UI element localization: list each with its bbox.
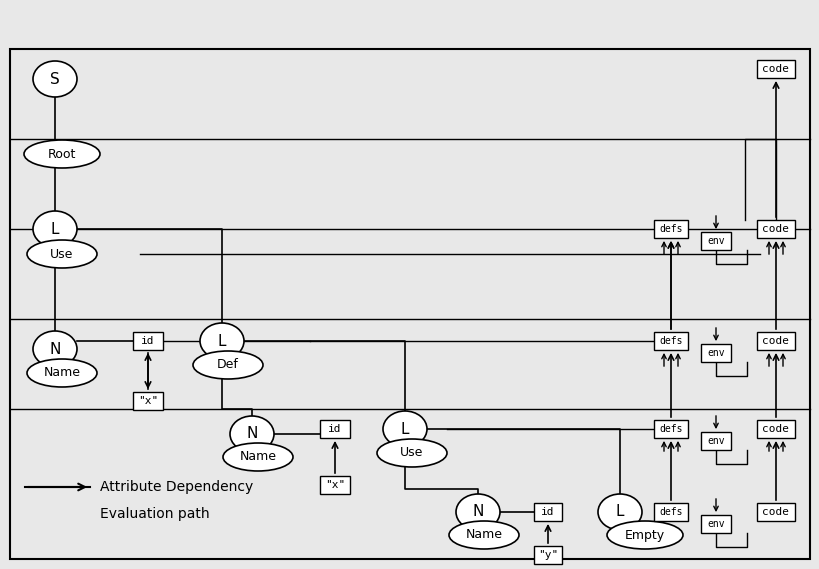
Text: Use: Use: [400, 447, 423, 460]
Text: "x": "x": [138, 396, 158, 406]
Bar: [533, 546, 561, 564]
Text: "y": "y": [537, 550, 558, 560]
Ellipse shape: [27, 240, 97, 268]
Ellipse shape: [597, 494, 641, 530]
Bar: [756, 332, 794, 350]
Ellipse shape: [449, 521, 518, 549]
Bar: [700, 515, 730, 533]
Text: L: L: [615, 505, 623, 519]
Text: Evaluation path: Evaluation path: [100, 507, 210, 521]
Text: Name: Name: [239, 451, 276, 464]
Text: L: L: [218, 333, 226, 348]
Text: Name: Name: [43, 366, 80, 380]
Text: code: code: [762, 424, 789, 434]
Text: defs: defs: [658, 507, 682, 517]
Bar: [756, 420, 794, 438]
Text: code: code: [762, 336, 789, 346]
Bar: [319, 476, 350, 494]
Bar: [133, 392, 163, 410]
Text: env: env: [706, 519, 724, 529]
Ellipse shape: [192, 351, 263, 379]
Text: "x": "x": [324, 480, 345, 490]
Text: Empty: Empty: [624, 529, 664, 542]
Bar: [700, 232, 730, 250]
Ellipse shape: [27, 359, 97, 387]
Text: env: env: [706, 236, 724, 246]
Ellipse shape: [24, 140, 100, 168]
Bar: [654, 420, 687, 438]
Text: Name: Name: [465, 529, 502, 542]
Text: Use: Use: [50, 248, 74, 261]
Bar: [756, 503, 794, 521]
Text: env: env: [706, 348, 724, 358]
Ellipse shape: [223, 443, 292, 471]
Bar: [654, 503, 687, 521]
Text: id: id: [328, 424, 342, 434]
Text: L: L: [400, 422, 409, 436]
Bar: [700, 344, 730, 362]
Text: defs: defs: [658, 224, 682, 234]
Text: Attribute Dependency: Attribute Dependency: [100, 480, 253, 494]
Text: N: N: [49, 341, 61, 357]
Bar: [654, 220, 687, 238]
Ellipse shape: [382, 411, 427, 447]
Ellipse shape: [455, 494, 500, 530]
Ellipse shape: [33, 331, 77, 367]
Ellipse shape: [229, 416, 274, 452]
Text: defs: defs: [658, 336, 682, 346]
Bar: [533, 503, 561, 521]
Text: Root: Root: [48, 147, 76, 160]
Text: id: id: [541, 507, 554, 517]
Text: L: L: [51, 221, 59, 237]
Text: Def: Def: [217, 358, 238, 372]
Bar: [756, 220, 794, 238]
Bar: [700, 432, 730, 450]
Ellipse shape: [606, 521, 682, 549]
Bar: [756, 60, 794, 78]
Text: id: id: [141, 336, 155, 346]
Bar: [319, 420, 350, 438]
Text: defs: defs: [658, 424, 682, 434]
Text: S: S: [50, 72, 60, 86]
Ellipse shape: [33, 211, 77, 247]
Text: code: code: [762, 224, 789, 234]
Bar: [133, 332, 163, 350]
Ellipse shape: [200, 323, 244, 359]
Text: code: code: [762, 64, 789, 74]
Bar: [10, 49, 809, 559]
Text: N: N: [246, 427, 257, 442]
Ellipse shape: [377, 439, 446, 467]
Text: N: N: [472, 505, 483, 519]
Ellipse shape: [33, 61, 77, 97]
Bar: [654, 332, 687, 350]
Text: env: env: [706, 436, 724, 446]
Text: code: code: [762, 507, 789, 517]
